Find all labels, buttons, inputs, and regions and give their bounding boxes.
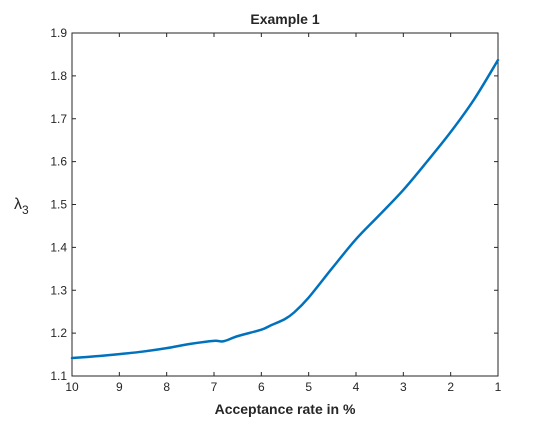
x-tick-label: 5 xyxy=(305,380,312,394)
y-tick-label: 1.8 xyxy=(50,69,67,83)
x-tick-label: 7 xyxy=(211,380,218,394)
x-tick-label: 1 xyxy=(495,380,502,394)
x-tick-label: 6 xyxy=(258,380,265,394)
x-tick-label: 8 xyxy=(163,380,170,394)
plot-area xyxy=(71,32,499,377)
y-tick-labels: 1.1 1.2 1.3 1.4 1.5 1.6 1.7 1.8 1.9 xyxy=(50,26,67,383)
x-tick-label: 9 xyxy=(116,380,123,394)
x-tick-label: 10 xyxy=(65,380,79,394)
y-axis-label-subscript: 3 xyxy=(22,203,29,217)
y-tick-label: 1.6 xyxy=(50,155,67,169)
x-tick-labels: 10 9 8 7 6 5 4 3 2 1 xyxy=(65,380,501,394)
x-tick-label: 4 xyxy=(353,380,360,394)
y-tick-label: 1.4 xyxy=(50,240,67,254)
y-axis-label: λ3 xyxy=(14,196,29,217)
x-tick-label: 3 xyxy=(400,380,407,394)
y-tick-label: 1.5 xyxy=(50,198,67,212)
y-tick-label: 1.2 xyxy=(50,326,67,340)
chart-title: Example 1 xyxy=(250,11,319,27)
series-line xyxy=(70,58,500,360)
x-axis-label: Acceptance rate in % xyxy=(215,401,356,417)
y-tick-label: 1.3 xyxy=(50,283,67,297)
x-tick-label: 2 xyxy=(447,380,454,394)
tick-marks xyxy=(71,32,499,377)
y-axis-label-symbol: λ xyxy=(14,196,22,213)
y-tick-label: 1.1 xyxy=(50,369,67,383)
y-tick-label: 1.9 xyxy=(50,26,67,40)
y-tick-label: 1.7 xyxy=(50,112,67,126)
